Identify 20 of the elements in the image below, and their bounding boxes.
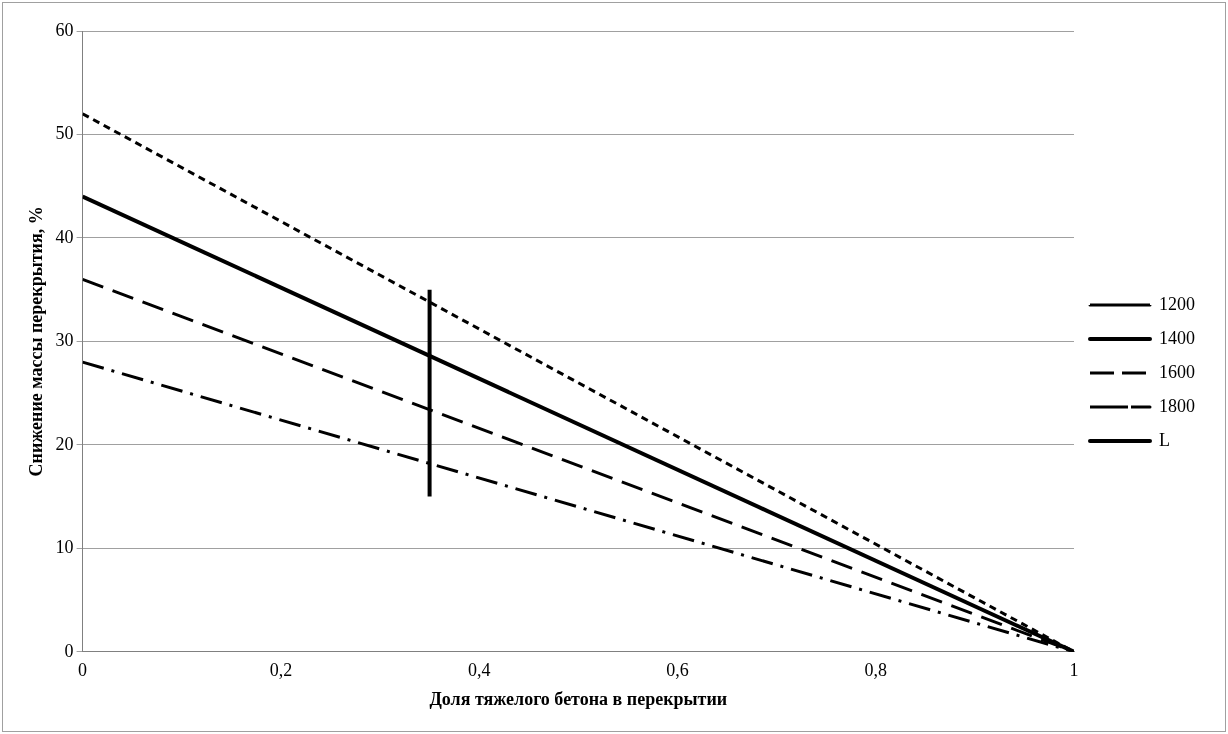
x-tick-label: 0,8: [864, 660, 887, 681]
y-tick-label: 30: [55, 330, 74, 351]
y-tick-label: 50: [55, 123, 74, 144]
y-axis-title: Снижение массы перекрытия, %: [26, 206, 47, 477]
x-tick-label: 0,4: [467, 660, 491, 681]
y-tick-label: 40: [55, 226, 74, 247]
legend-label: L: [1159, 429, 1170, 450]
legend-label: 1200: [1159, 293, 1195, 314]
x-tick-label: 0: [78, 660, 88, 681]
legend-label: 1800: [1159, 395, 1195, 416]
y-tick-label: 20: [55, 433, 74, 454]
x-tick-label: 1: [1069, 660, 1079, 681]
y-tick-label: 60: [55, 19, 74, 40]
x-tick-label: 0,6: [666, 660, 689, 681]
y-tick-label: 10: [55, 537, 74, 558]
legend-label: 1600: [1159, 361, 1195, 382]
y-tick-label: 0: [64, 640, 74, 661]
legend-label: 1400: [1159, 327, 1195, 348]
x-axis-title: Доля тяжелого бетона в перекрытии: [429, 688, 728, 709]
x-tick-label: 0,2: [269, 660, 293, 681]
